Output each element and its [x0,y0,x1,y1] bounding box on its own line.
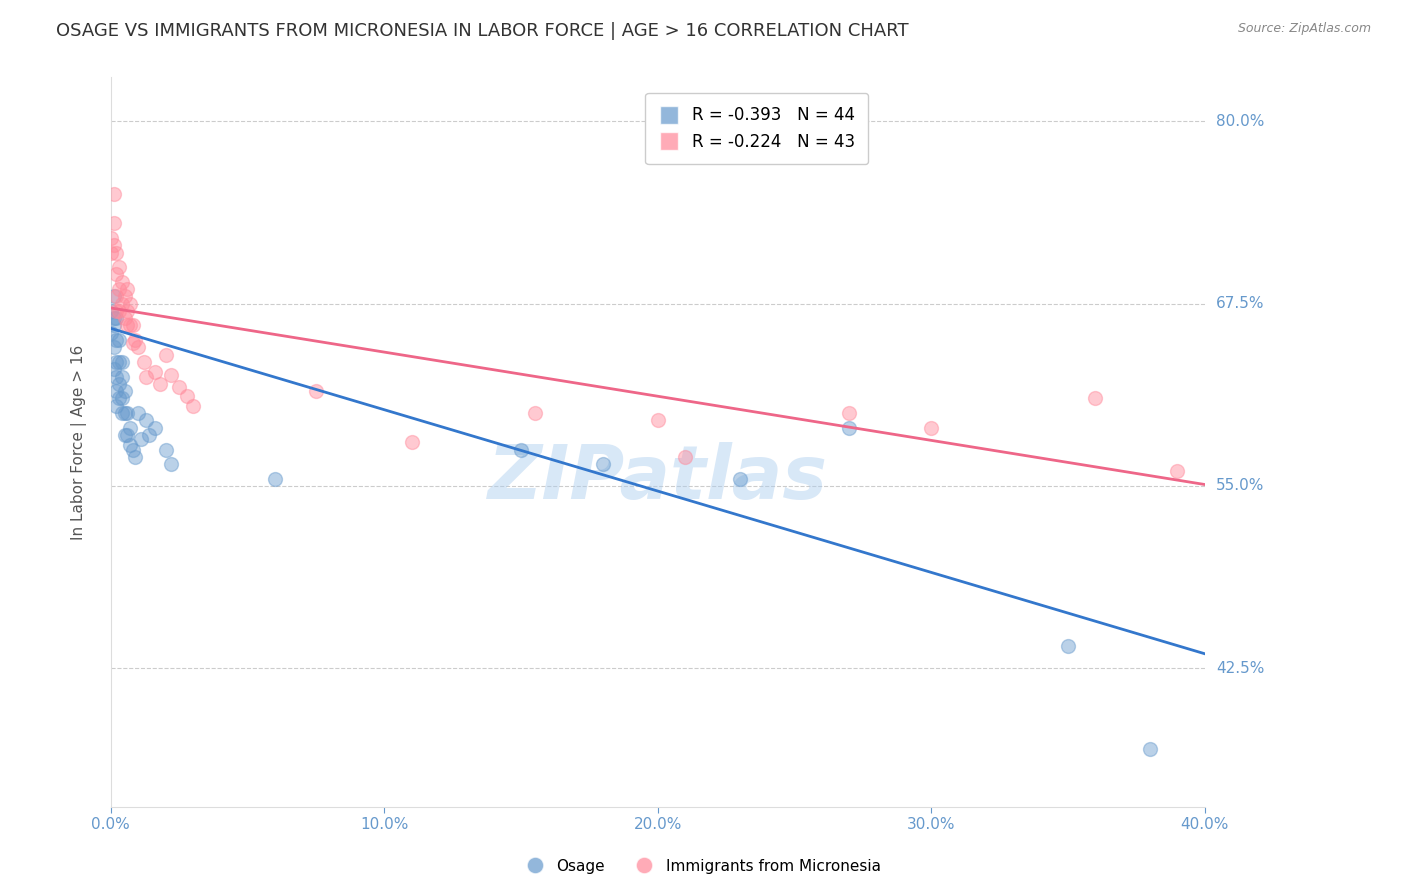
Point [121,442,143,457]
Text: 55.0%: 55.0% [1216,478,1264,493]
Point [647,413,669,427]
Point [117,406,139,420]
Point [108,260,131,274]
Point [114,406,136,420]
Text: OSAGE VS IMMIGRANTS FROM MICRONESIA IN LABOR FORCE | AGE > 16 CORRELATION CHART: OSAGE VS IMMIGRANTS FROM MICRONESIA IN L… [56,22,908,40]
Legend: R = -0.393   N = 44, R = -0.224   N = 43: R = -0.393 N = 44, R = -0.224 N = 43 [645,93,869,164]
Point [100,304,122,318]
Point [1166,464,1188,478]
Point [117,318,139,333]
Point [523,406,546,420]
Point [105,245,128,260]
Point [305,384,328,399]
Point [118,318,141,333]
Point [401,435,423,450]
Point [129,432,152,446]
Text: 67.5%: 67.5% [1216,296,1264,311]
Point [100,231,122,245]
Point [155,348,177,362]
Point [1084,392,1107,406]
Point [105,289,128,303]
Point [160,368,183,383]
Point [181,399,204,413]
Point [127,406,149,420]
Point [105,268,128,282]
Point [155,442,177,457]
Point [728,472,751,486]
Point [264,472,287,486]
Point [108,282,131,296]
Point [135,369,157,384]
Point [121,336,143,351]
Point [111,406,134,420]
Point [103,311,125,326]
Point [132,355,155,369]
Point [1139,741,1161,756]
Point [108,333,131,347]
Point [105,399,128,413]
Text: 80.0%: 80.0% [1216,113,1264,128]
Point [176,388,198,402]
Point [135,413,157,427]
Point [103,318,125,333]
Point [124,450,146,464]
Point [114,311,136,326]
Point [114,428,136,442]
Point [117,428,139,442]
Point [149,376,172,391]
Point [100,245,122,260]
Point [103,216,125,230]
Point [838,420,860,434]
Point [111,296,134,310]
Point [124,333,146,347]
Point [105,369,128,384]
Point [111,392,134,406]
Y-axis label: In Labor Force | Age > 16: In Labor Force | Age > 16 [72,344,87,540]
Point [114,384,136,399]
Point [114,289,136,303]
Text: 42.5%: 42.5% [1216,661,1264,676]
Point [105,333,128,347]
Point [105,311,128,326]
Point [1057,640,1080,654]
Point [103,289,125,303]
Point [138,428,160,442]
Point [111,369,134,384]
Point [160,457,183,471]
Point [838,406,860,420]
Legend: Osage, Immigrants from Micronesia: Osage, Immigrants from Micronesia [519,853,887,880]
Point [118,438,141,452]
Point [108,376,131,391]
Point [673,450,696,464]
Point [103,187,125,202]
Point [103,340,125,354]
Point [111,355,134,369]
Point [121,318,143,333]
Point [117,304,139,318]
Point [108,355,131,369]
Point [592,457,614,471]
Point [111,275,134,289]
Point [143,420,166,434]
Point [103,362,125,376]
Point [108,392,131,406]
Point [510,442,533,457]
Point [143,365,166,379]
Point [105,304,128,318]
Point [118,296,141,310]
Text: Source: ZipAtlas.com: Source: ZipAtlas.com [1237,22,1371,36]
Point [100,326,122,340]
Point [105,355,128,369]
Point [920,420,942,434]
Point [117,282,139,296]
Point [105,384,128,399]
Point [167,380,190,394]
Point [127,340,149,354]
Point [108,304,131,318]
Point [103,238,125,252]
Point [118,420,141,434]
Text: ZIPatlas: ZIPatlas [488,442,828,516]
